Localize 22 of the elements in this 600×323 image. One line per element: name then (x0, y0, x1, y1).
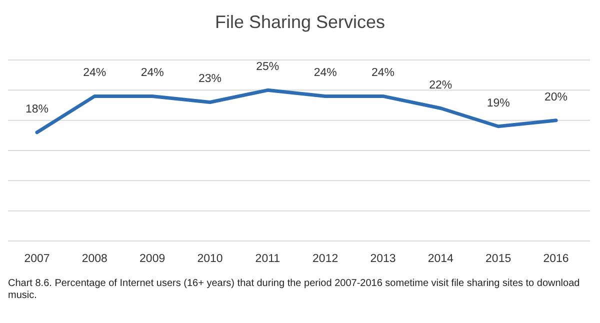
x-tick-label: 2009 (140, 253, 166, 265)
data-label: 23% (198, 73, 222, 86)
x-tick-label: 2011 (255, 253, 280, 265)
caption: Chart 8.6. Percentage of Internet users (16+ years) that during the period 2007-2016 sometime visit file sharing sites to download music. (8, 278, 581, 302)
data-label: 18% (25, 103, 49, 116)
x-tick-label: 2008 (82, 253, 108, 265)
x-tick-label: 2013 (370, 253, 396, 265)
x-tick-label: 2010 (197, 253, 223, 265)
data-label: 20% (544, 91, 568, 104)
data-label: 24% (83, 67, 106, 80)
data-label: 24% (140, 67, 164, 80)
data-label: 22% (429, 79, 452, 92)
chart-title: File Sharing Services (214, 12, 386, 32)
x-tick-label: 2007 (24, 253, 50, 265)
x-tick-label: 2012 (312, 253, 338, 265)
data-label: 19% (486, 97, 510, 110)
x-tick-label: 2014 (428, 253, 454, 265)
data-label: 24% (371, 67, 395, 80)
data-label: 25% (256, 61, 280, 74)
x-tick-label: 2016 (543, 253, 569, 265)
data-label: 24% (314, 67, 337, 80)
x-tick-label: 2015 (486, 253, 512, 265)
